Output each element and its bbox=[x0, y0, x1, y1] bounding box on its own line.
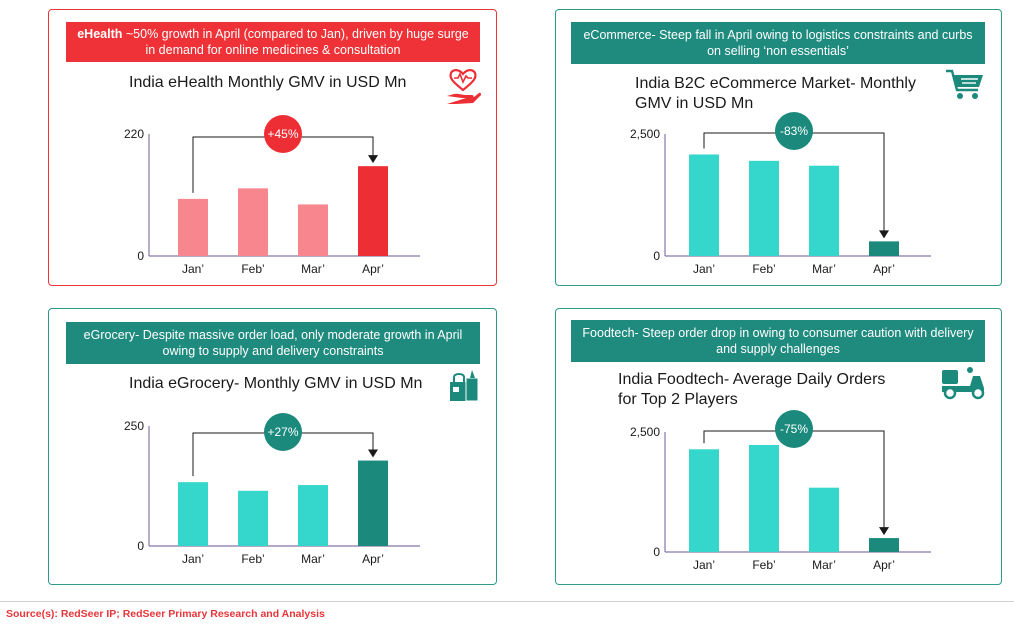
x-tick-label: Mar’ bbox=[301, 262, 325, 276]
y-tick-label: 0 bbox=[653, 249, 660, 263]
growth-arrowhead bbox=[368, 449, 378, 458]
growth-badge-label: -83% bbox=[780, 124, 808, 138]
y-tick-label: 0 bbox=[137, 539, 144, 553]
x-tick-label: Jan’ bbox=[693, 558, 715, 572]
bar bbox=[298, 485, 328, 546]
bar bbox=[238, 490, 268, 546]
foodtech-banner: Foodtech- Steep order drop in owing to c… bbox=[571, 320, 985, 362]
x-tick-label: Feb’ bbox=[241, 262, 264, 276]
ecommerce-banner: eCommerce- Steep fall in April owing to … bbox=[571, 22, 985, 64]
ecommerce-title-line1: India B2C eCommerce Market- Monthly bbox=[635, 75, 916, 92]
y-tick-label: 250 bbox=[124, 419, 144, 433]
x-tick-label: Jan’ bbox=[182, 262, 204, 276]
x-tick-label: Mar’ bbox=[301, 552, 325, 566]
shopping-cart-icon bbox=[945, 68, 985, 107]
y-tick-label: 0 bbox=[137, 249, 144, 263]
bar bbox=[358, 166, 388, 256]
bar bbox=[178, 482, 208, 546]
bar bbox=[809, 487, 839, 552]
x-tick-label: Apr’ bbox=[873, 558, 895, 572]
x-tick-label: Jan’ bbox=[693, 262, 715, 276]
y-tick-label: 0 bbox=[653, 545, 660, 559]
ehealth-chart: 220 0 Jan’ Feb’ Mar’ Apr’ +45% bbox=[124, 115, 420, 276]
x-tick-label: Jan’ bbox=[182, 552, 204, 566]
egrocery-banner: eGrocery- Despite massive order load, on… bbox=[66, 322, 480, 364]
ecommerce-title-line2: GMV in USD Mn bbox=[635, 95, 754, 112]
ehealth-banner-text: ~50% growth in April (compared to Jan), … bbox=[122, 27, 469, 57]
foodtech-title-line1: India Foodtech- Average Daily Orders bbox=[618, 371, 886, 388]
bar bbox=[689, 154, 719, 256]
growth-badge bbox=[775, 410, 813, 448]
foodtech-chart-title: India Foodtech- Average Daily Orders for… bbox=[618, 370, 885, 410]
bar bbox=[749, 444, 779, 552]
x-tick-label: Feb’ bbox=[241, 552, 264, 566]
bar bbox=[809, 165, 839, 256]
bar bbox=[178, 198, 208, 256]
growth-arrowhead bbox=[879, 527, 889, 536]
growth-badge bbox=[264, 115, 302, 153]
egrocery-chart: 250 0 Jan’ Feb’ Mar’ Apr’ +27% bbox=[124, 413, 420, 566]
x-tick-label: Feb’ bbox=[752, 262, 775, 276]
growth-badge-label: +45% bbox=[267, 127, 298, 141]
source-note: Source(s): RedSeer IP; RedSeer Primary R… bbox=[6, 608, 325, 620]
bar bbox=[869, 241, 899, 256]
grocery-bag-icon bbox=[448, 368, 480, 407]
ehealth-banner: eHealth ~50% growth in April (compared t… bbox=[66, 22, 480, 62]
growth-badge bbox=[264, 413, 302, 451]
growth-arrowhead bbox=[879, 230, 889, 239]
delivery-scooter-icon bbox=[940, 366, 988, 405]
bar bbox=[749, 160, 779, 256]
bar bbox=[298, 204, 328, 256]
growth-badge-label: -75% bbox=[780, 422, 808, 436]
egrocery-chart-title: India eGrocery- Monthly GMV in USD Mn bbox=[129, 375, 423, 392]
bar bbox=[869, 538, 899, 552]
y-tick-label: 2,500 bbox=[630, 127, 660, 141]
x-tick-label: Mar’ bbox=[812, 558, 836, 572]
bar bbox=[689, 449, 719, 552]
x-tick-label: Mar’ bbox=[812, 262, 836, 276]
ecommerce-chart-title: India B2C eCommerce Market- Monthly GMV … bbox=[635, 74, 916, 114]
foodtech-title-line2: for Top 2 Players bbox=[618, 391, 738, 408]
y-tick-label: 2,500 bbox=[630, 425, 660, 439]
ehealth-chart-title: India eHealth Monthly GMV in USD Mn bbox=[129, 74, 407, 91]
bar bbox=[238, 188, 268, 256]
growth-badge bbox=[775, 112, 813, 150]
x-tick-label: Apr’ bbox=[362, 262, 384, 276]
x-tick-label: Apr’ bbox=[362, 552, 384, 566]
ehealth-banner-bold: eHealth bbox=[77, 27, 123, 41]
growth-badge-label: +27% bbox=[267, 425, 298, 439]
x-tick-label: Apr’ bbox=[873, 262, 895, 276]
foodtech-chart: 2,500 0 Jan’ Feb’ Mar’ Apr’ -75% bbox=[630, 410, 931, 572]
y-tick-label: 220 bbox=[124, 127, 144, 141]
growth-arrowhead bbox=[368, 155, 378, 164]
heart-hand-icon bbox=[444, 68, 482, 113]
bar bbox=[358, 460, 388, 546]
footer-divider bbox=[0, 601, 1014, 602]
x-tick-label: Feb’ bbox=[752, 558, 775, 572]
ecommerce-chart: 2,500 0 Jan’ Feb’ Mar’ Apr’ -83% bbox=[630, 112, 931, 276]
